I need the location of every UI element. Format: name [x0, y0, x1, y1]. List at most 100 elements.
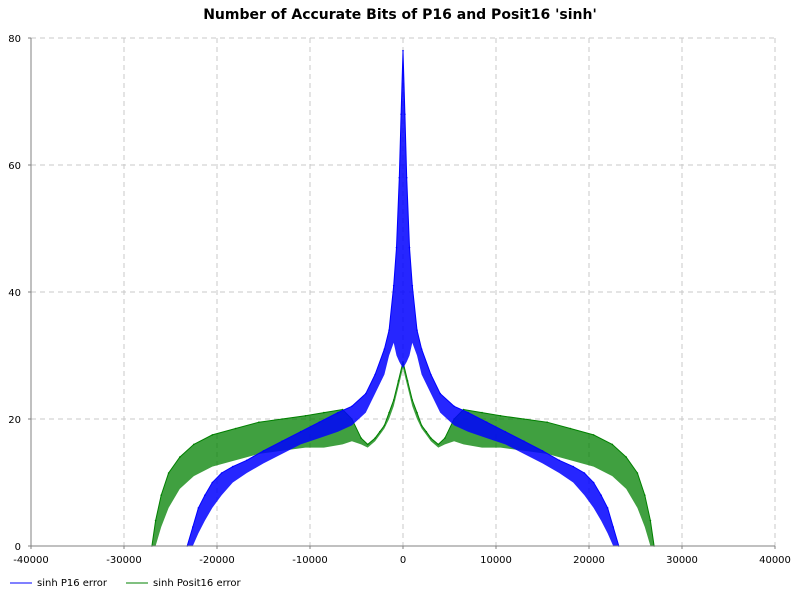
- series-p16: [186, 49, 620, 547]
- series-point-p16: [374, 373, 376, 376]
- series-point-p16: [232, 465, 234, 468]
- series-point-p16: [398, 176, 401, 179]
- series-point-p16: [211, 481, 214, 484]
- series-point-posit16: [388, 411, 390, 414]
- series-point-p16: [262, 450, 265, 452]
- series-point-p16: [383, 348, 386, 350]
- series-point-p16: [351, 405, 353, 408]
- legend: sinh P16 error sinh Posit16 error: [10, 578, 242, 589]
- series-point-posit16: [281, 418, 283, 420]
- series-point-p16: [606, 507, 609, 509]
- series-point-posit16: [397, 380, 400, 382]
- legend-label-p16: sinh P16 error: [37, 578, 108, 589]
- series-point-p16: [453, 405, 455, 408]
- series-point-posit16: [167, 472, 170, 474]
- series-point-p16: [541, 450, 544, 452]
- series-point-posit16: [569, 427, 572, 430]
- series-band-posit16: [151, 361, 655, 546]
- series-point-posit16: [481, 411, 483, 414]
- series-point-posit16: [211, 434, 214, 436]
- series-point-p16: [416, 329, 418, 331]
- series-point-posit16: [366, 443, 369, 446]
- series-point-p16: [467, 411, 469, 414]
- series-point-p16: [592, 481, 595, 484]
- series-point-p16: [583, 472, 586, 474]
- series-point-p16: [299, 430, 302, 433]
- series-point-p16: [388, 329, 390, 331]
- series-point-p16: [404, 113, 406, 115]
- y-tick-label: 20: [8, 415, 21, 426]
- series-point-p16: [523, 440, 525, 443]
- series-point-posit16: [420, 424, 423, 427]
- series-point-posit16: [374, 437, 376, 439]
- series-layer: [151, 49, 655, 547]
- legend-label-posit16: sinh Posit16 error: [153, 578, 242, 589]
- series-point-p16: [430, 373, 432, 376]
- series-point-p16: [420, 348, 423, 350]
- series-point-p16: [439, 392, 442, 395]
- tick-layer: -40000 -30000 -20000 -10000 0 10000 20000 30000…: [8, 34, 791, 566]
- chart-title: Number of Accurate Bits of P16 and Posit…: [203, 7, 597, 23]
- series-point-posit16: [258, 421, 260, 424]
- series-point-p16: [246, 459, 248, 462]
- series-point-posit16: [499, 415, 502, 417]
- series-point-p16: [318, 421, 321, 424]
- series-point-p16: [220, 472, 223, 474]
- series-point-posit16: [383, 424, 386, 427]
- series-point-posit16: [649, 519, 652, 522]
- series-point-p16: [612, 526, 614, 528]
- series-point-p16: [197, 507, 200, 509]
- series-point-p16: [405, 176, 408, 179]
- y-tick-label: 40: [8, 288, 21, 299]
- series-point-posit16: [636, 472, 639, 474]
- series-point-p16: [395, 246, 398, 249]
- series-point-p16: [337, 411, 339, 414]
- series-point-posit16: [323, 411, 325, 414]
- y-tick-label: 80: [8, 34, 21, 45]
- x-tick-label: 20000: [573, 555, 605, 566]
- series-point-posit16: [406, 380, 409, 382]
- series-point-posit16: [379, 430, 381, 433]
- series-point-posit16: [592, 434, 595, 436]
- series-point-posit16: [154, 519, 157, 522]
- series-point-posit16: [625, 456, 627, 458]
- series-point-posit16: [411, 399, 414, 401]
- x-tick-label: 40000: [759, 555, 791, 566]
- series-point-p16: [572, 465, 574, 468]
- series-point-p16: [400, 113, 402, 115]
- x-tick-label: -30000: [106, 555, 141, 566]
- x-tick-label: -10000: [292, 555, 327, 566]
- series-point-posit16: [160, 494, 162, 497]
- x-tick-label: 30000: [666, 555, 698, 566]
- series-point-posit16: [437, 443, 440, 446]
- series-point-posit16: [425, 430, 428, 433]
- x-tick-label: 0: [400, 555, 406, 566]
- series-point-p16: [408, 246, 411, 249]
- x-tick-label: 10000: [480, 555, 512, 566]
- series-point-posit16: [304, 415, 307, 417]
- series-point-posit16: [611, 443, 614, 446]
- y-tick-label: 0: [15, 542, 21, 553]
- series-band-p16: [187, 50, 619, 546]
- series-point-posit16: [430, 437, 432, 439]
- series-point-posit16: [416, 411, 418, 414]
- series-point-posit16: [234, 427, 237, 430]
- series-point-p16: [411, 284, 414, 287]
- x-tick-label: -40000: [13, 555, 48, 566]
- series-point-p16: [600, 494, 602, 497]
- series-point-p16: [402, 49, 404, 52]
- series-point-posit16: [193, 443, 195, 446]
- series-point-posit16: [444, 437, 446, 439]
- series-point-posit16: [392, 399, 395, 401]
- series-point-posit16: [546, 421, 548, 424]
- series-point-p16: [504, 430, 507, 433]
- series-point-posit16: [179, 456, 181, 458]
- series-point-p16: [204, 494, 206, 497]
- series-point-p16: [281, 440, 283, 443]
- series-point-posit16: [360, 437, 362, 439]
- series-point-p16: [392, 284, 395, 287]
- series-point-posit16: [523, 418, 525, 420]
- y-tick-label: 60: [8, 161, 21, 172]
